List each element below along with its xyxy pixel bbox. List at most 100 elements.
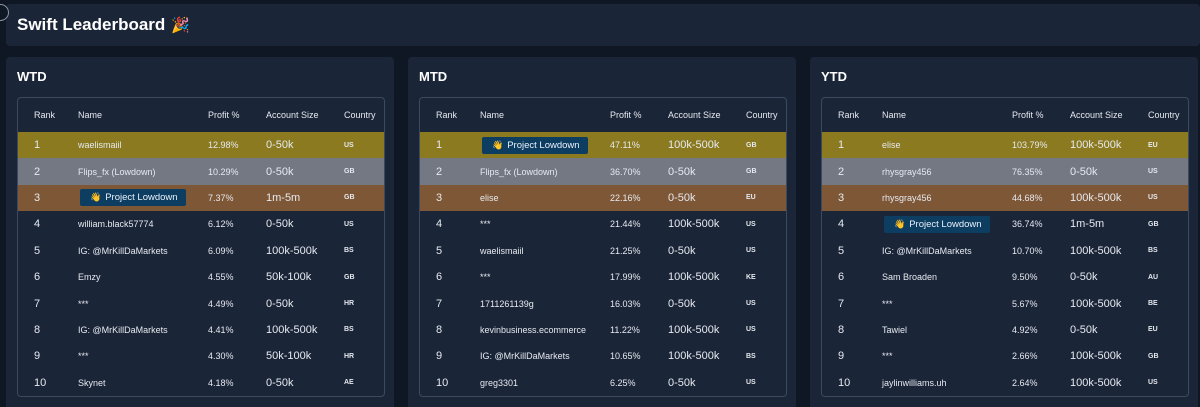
col-country-cell: BS: [344, 247, 354, 255]
col-account-size-header[interactable]: Account Size: [1070, 110, 1123, 120]
table-row[interactable]: 2 Flips_fx (Lowdown) 36.70% 0-50k GB: [420, 158, 786, 185]
col-account-size-cell: 50k-100k: [266, 271, 312, 284]
col-profit-cell: 2.66%: [1012, 351, 1038, 362]
col-country-cell: EU: [746, 194, 756, 202]
table-row[interactable]: 9 *** 4.30% 50k-100k HR: [18, 343, 384, 369]
col-account-size-cell: 0-50k: [668, 376, 696, 389]
col-profit-header[interactable]: Profit %: [208, 110, 240, 120]
col-profit-cell: 21.25%: [610, 245, 641, 256]
table-row[interactable]: 10 Skynet 4.18% 0-50k AE: [18, 370, 384, 396]
col-country-header[interactable]: Country: [344, 110, 376, 120]
col-profit-cell: 4.30%: [208, 351, 234, 362]
page-title: Swift Leaderboard: [17, 15, 166, 34]
col-account-size-header[interactable]: Account Size: [668, 110, 721, 120]
col-account-size-cell: 100k-500k: [266, 323, 318, 336]
col-country-cell: GB: [746, 168, 757, 176]
col-name-header[interactable]: Name: [882, 110, 907, 120]
featured-trader-badge[interactable]: 👋 Project Lowdown: [884, 215, 990, 233]
table-row[interactable]: 4 *** 21.44% 100k-500k US: [420, 211, 786, 237]
col-name-cell: ***: [78, 298, 89, 309]
col-rank-header[interactable]: Rank: [838, 110, 860, 120]
table-row[interactable]: 1 elise 103.79% 100k-500k EU: [822, 132, 1188, 159]
table-row[interactable]: 7 *** 4.49% 0-50k HR: [18, 290, 384, 316]
col-account-size-cell: 100k-500k: [668, 350, 720, 363]
col-name-header[interactable]: Name: [78, 110, 103, 120]
col-rank-header[interactable]: Rank: [34, 110, 56, 120]
col-account-size-cell: 0-50k: [1070, 165, 1098, 178]
table-header: Rank Name Profit % Account Size Country: [18, 98, 384, 132]
table-row[interactable]: 9 IG: @MrKillDaMarkets 10.65% 100k-500k BS: [420, 343, 786, 369]
col-name-cell: waelismaiil: [480, 245, 524, 256]
table-row[interactable]: 7 1711261139g 16.03% 0-50k US: [420, 290, 786, 316]
col-name-header[interactable]: Name: [480, 110, 505, 120]
col-profit-cell: 4.41%: [208, 324, 234, 335]
table-row[interactable]: 7 *** 5.67% 100k-500k BE: [822, 290, 1188, 316]
table-row[interactable]: 1 waelismaiil 12.98% 0-50k US: [18, 132, 384, 159]
col-rank-cell: 2: [838, 165, 845, 178]
table-row[interactable]: 3 👋 Project Lowdown 7.37% 1m-5m GB: [18, 184, 384, 212]
table-row[interactable]: 4 william.black57774 6.12% 0-50k US: [18, 211, 384, 237]
table-header: Rank Name Profit % Account Size Country: [420, 98, 786, 132]
col-profit-cell: 9.50%: [1012, 272, 1038, 283]
col-country-header[interactable]: Country: [1148, 110, 1180, 120]
featured-trader-badge[interactable]: 👋 Project Lowdown: [80, 189, 186, 207]
table-row[interactable]: 5 IG: @MrKillDaMarkets 6.09% 100k-500k BS: [18, 238, 384, 264]
featured-trader-badge[interactable]: 👋 Project Lowdown: [482, 136, 588, 154]
col-account-size-cell: 100k-500k: [1070, 139, 1122, 152]
col-name-cell: Tawiel: [882, 324, 908, 335]
table-row[interactable]: 5 IG: @MrKillDaMarkets 10.70% 100k-500k BS: [822, 238, 1188, 264]
table-header: Rank Name Profit % Account Size Country: [822, 98, 1188, 132]
table-row[interactable]: 6 Emzy 4.55% 50k-100k GB: [18, 264, 384, 290]
col-country-cell: EU: [1148, 326, 1158, 334]
col-account-size-cell: 0-50k: [668, 165, 696, 178]
col-profit-cell: 16.03%: [610, 298, 641, 309]
col-country-cell: US: [1148, 168, 1158, 176]
table-row[interactable]: 5 waelismaiil 21.25% 0-50k US: [420, 238, 786, 264]
col-rank-header[interactable]: Rank: [436, 110, 458, 120]
col-profit-header[interactable]: Profit %: [610, 110, 642, 120]
table-row[interactable]: 2 Flips_fx (Lowdown) 10.29% 0-50k GB: [18, 158, 384, 185]
leaderboard-panel-wtd: WTD Rank Name Profit % Account Size Country 1 w…: [6, 57, 394, 407]
col-name-cell: william.black57774: [78, 219, 154, 230]
col-country-cell: GB: [1148, 220, 1159, 228]
col-profit-cell: 12.98%: [208, 140, 239, 151]
col-account-size-cell: 1m-5m: [266, 191, 301, 204]
table-row[interactable]: 3 rhysgray456 44.68% 100k-500k US: [822, 184, 1188, 212]
leaderboard-table: Rank Name Profit % Account Size Country 1 wael…: [17, 97, 385, 397]
leaderboard-panel-ytd: YTD Rank Name Profit % Account Size Country 1 e…: [810, 57, 1198, 407]
col-name-cell: IG: @MrKillDaMarkets: [882, 245, 972, 256]
col-country-cell: HR: [344, 300, 355, 308]
col-account-size-header[interactable]: Account Size: [266, 110, 319, 120]
table-row[interactable]: 1 👋 Project Lowdown 47.11% 100k-500k GB: [420, 132, 786, 159]
party-popper-icon: 🎉: [171, 17, 190, 34]
col-profit-header[interactable]: Profit %: [1012, 110, 1044, 120]
table-row[interactable]: 8 kevinbusiness.ecommerce 11.22% 100k-500k U…: [420, 317, 786, 343]
trader-name-cell: 👋 Project Lowdown: [78, 185, 186, 211]
trader-name-cell: 👋 Project Lowdown: [480, 132, 588, 158]
table-row[interactable]: 4 👋 Project Lowdown 36.74% 1m-5m GB: [822, 211, 1188, 237]
col-rank-cell: 7: [838, 297, 845, 310]
table-row[interactable]: 8 Tawiel 4.92% 0-50k EU: [822, 317, 1188, 343]
col-country-header[interactable]: Country: [746, 110, 778, 120]
waving-hand-icon: 👋: [894, 218, 906, 229]
col-name-cell: kevinbusiness.ecommerce: [480, 324, 587, 335]
table-row[interactable]: 10 jaylinwilliams.uh 2.64% 100k-500k US: [822, 370, 1188, 396]
table-row[interactable]: 8 IG: @MrKillDaMarkets 4.41% 100k-500k BS: [18, 317, 384, 343]
table-row[interactable]: 6 *** 17.99% 100k-500k KE: [420, 264, 786, 290]
col-account-size-cell: 100k-500k: [668, 271, 720, 284]
table-row[interactable]: 6 Sam Broaden 9.50% 0-50k AU: [822, 264, 1188, 290]
table-row[interactable]: 10 greg3301 6.25% 0-50k US: [420, 370, 786, 396]
col-profit-cell: 21.44%: [610, 219, 641, 230]
col-country-cell: BS: [344, 326, 354, 334]
col-account-size-cell: 100k-500k: [1070, 244, 1122, 257]
table-row[interactable]: 2 rhysgray456 76.35% 0-50k US: [822, 158, 1188, 185]
col-name-cell: 1711261139g: [480, 298, 534, 309]
table-row[interactable]: 3 elise 22.16% 0-50k EU: [420, 184, 786, 212]
col-name-cell: ***: [480, 272, 491, 283]
col-profit-cell: 4.49%: [208, 298, 234, 309]
featured-trader-name: Project Lowdown: [105, 192, 178, 204]
col-profit-cell: 6.25%: [610, 377, 636, 388]
col-profit-cell: 36.70%: [610, 166, 641, 177]
table-row[interactable]: 9 *** 2.66% 100k-500k GB: [822, 343, 1188, 369]
col-country-cell: US: [746, 326, 756, 334]
